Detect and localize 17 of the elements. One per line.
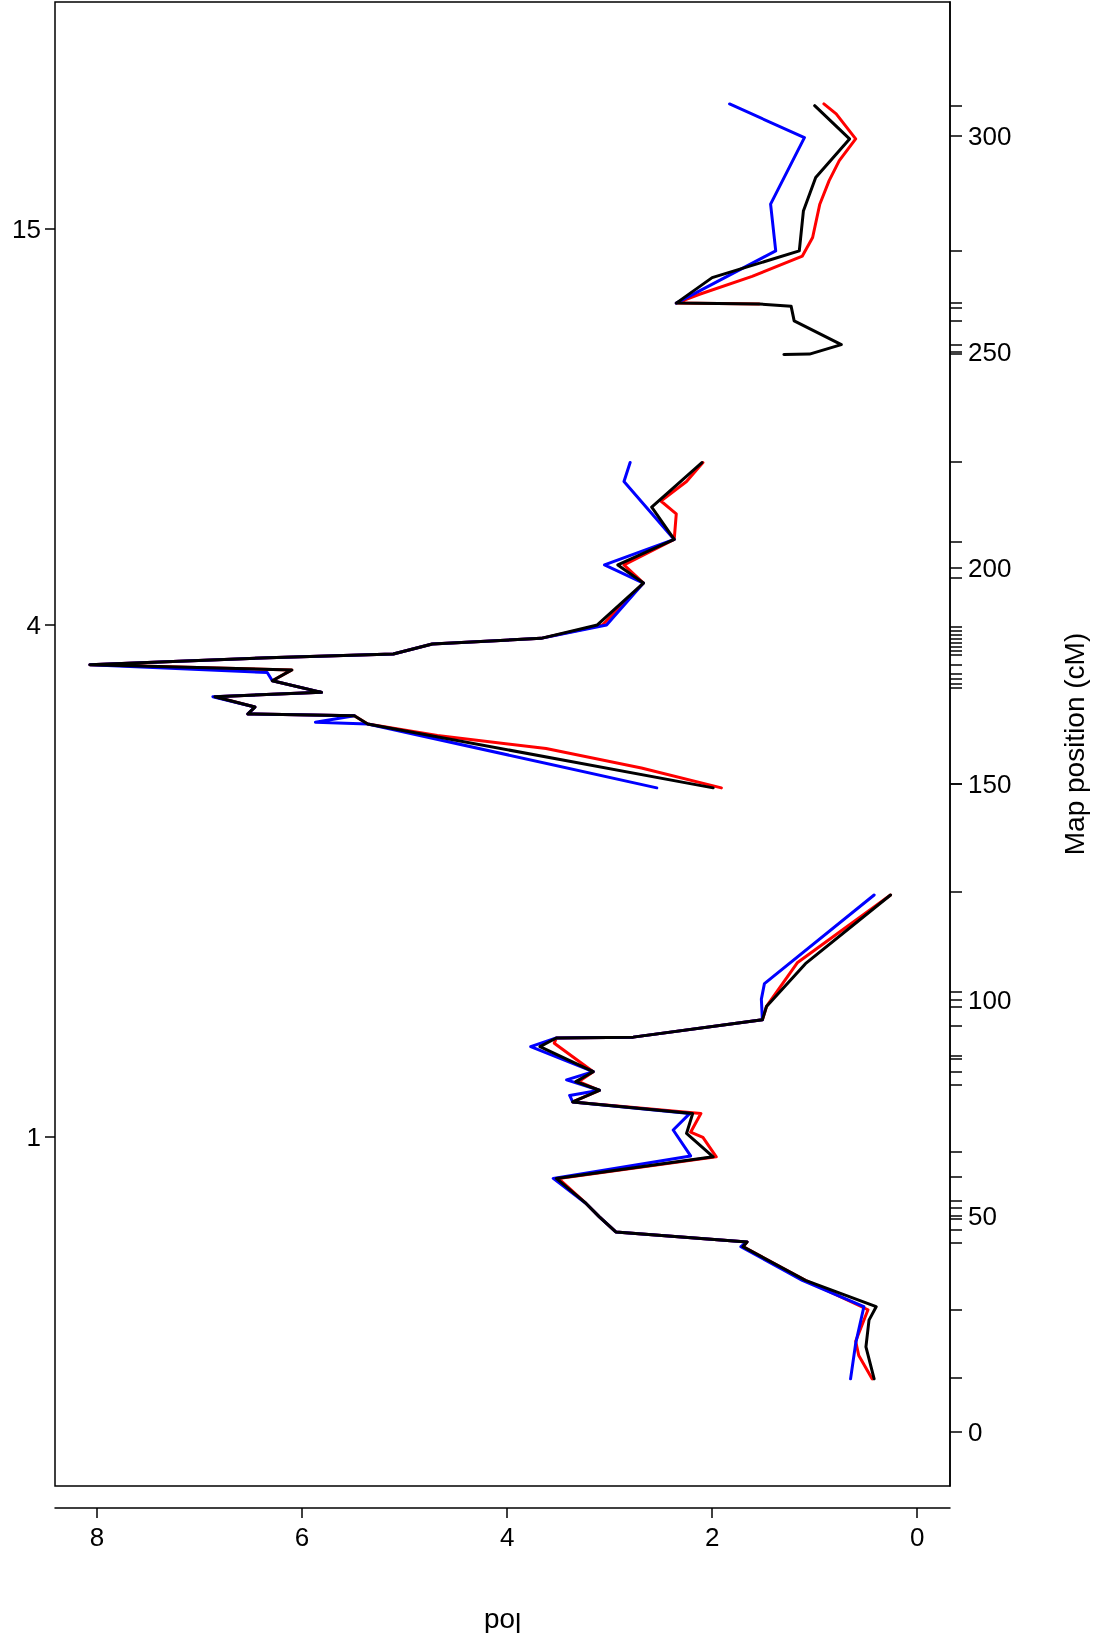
y-tick-label: 200 [968, 552, 1012, 583]
y-tick-label: 300 [968, 120, 1012, 151]
y-tick-label: 150 [968, 768, 1012, 799]
x-tick-label: 4 [499, 1522, 515, 1552]
x-tick-label: 8 [89, 1522, 105, 1552]
text: 15 [12, 214, 41, 245]
y-tick-label: 0 [968, 1417, 983, 1447]
x-tick-label: 0 [909, 1522, 925, 1552]
text: 4 [26, 610, 41, 641]
x-tick-label: 2 [704, 1522, 720, 1552]
y-tick-label: 50 [968, 1200, 997, 1231]
x-tick-label: 6 [294, 1522, 310, 1552]
y-axis-title: Map position (cM) [1058, 632, 1090, 856]
y-tick-label: 100 [968, 984, 1012, 1015]
y-tick-label: 250 [968, 336, 1012, 367]
text: 1 [26, 1121, 41, 1152]
x-axis-title: lod [483, 1606, 522, 1638]
